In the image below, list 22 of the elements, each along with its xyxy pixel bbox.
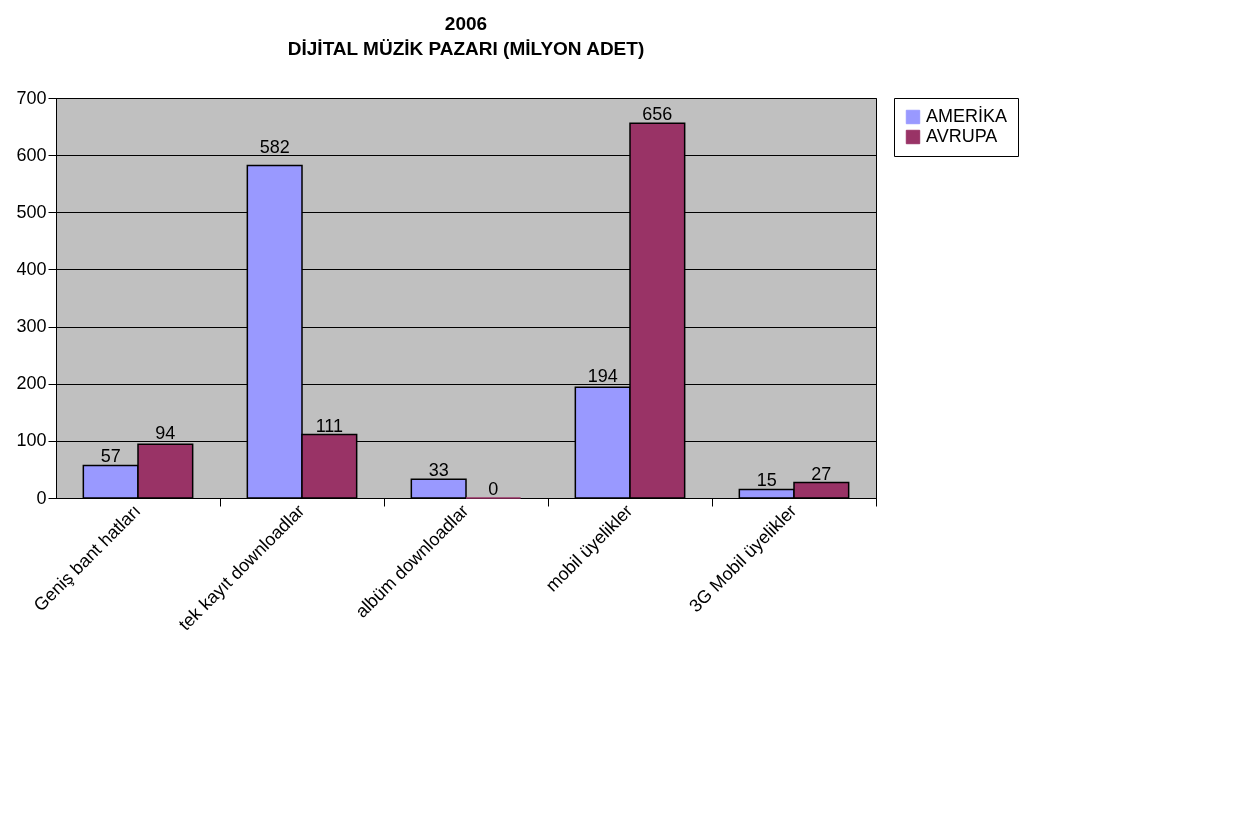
legend-label: AVRUPA xyxy=(926,126,998,146)
data-label: 194 xyxy=(587,366,618,387)
y-tick-label: 300 xyxy=(16,316,47,337)
data-label: 582 xyxy=(259,137,290,158)
data-label: 33 xyxy=(428,460,449,481)
y-tick-label: 400 xyxy=(16,258,47,279)
data-label: 57 xyxy=(100,446,121,467)
data-label: 0 xyxy=(488,479,499,499)
y-tick-label: 100 xyxy=(16,430,47,451)
y-tick-label: 0 xyxy=(36,487,47,508)
y-tick-label: 600 xyxy=(16,144,47,165)
legend-label: AMERİKA xyxy=(926,106,1008,126)
chart-subtitle: DİJİTAL MÜZİK PAZARI (MİLYON ADET) xyxy=(287,38,645,59)
y-tick-label: 500 xyxy=(16,201,47,222)
data-label: 15 xyxy=(756,470,777,491)
y-tick-label: 700 xyxy=(16,87,47,108)
data-label: 27 xyxy=(811,463,832,484)
data-label: 111 xyxy=(315,415,344,436)
chart-title: 2006 xyxy=(444,13,488,34)
data-label: 656 xyxy=(642,104,673,125)
data-label: 94 xyxy=(155,423,176,444)
y-tick-label: 200 xyxy=(16,373,47,394)
